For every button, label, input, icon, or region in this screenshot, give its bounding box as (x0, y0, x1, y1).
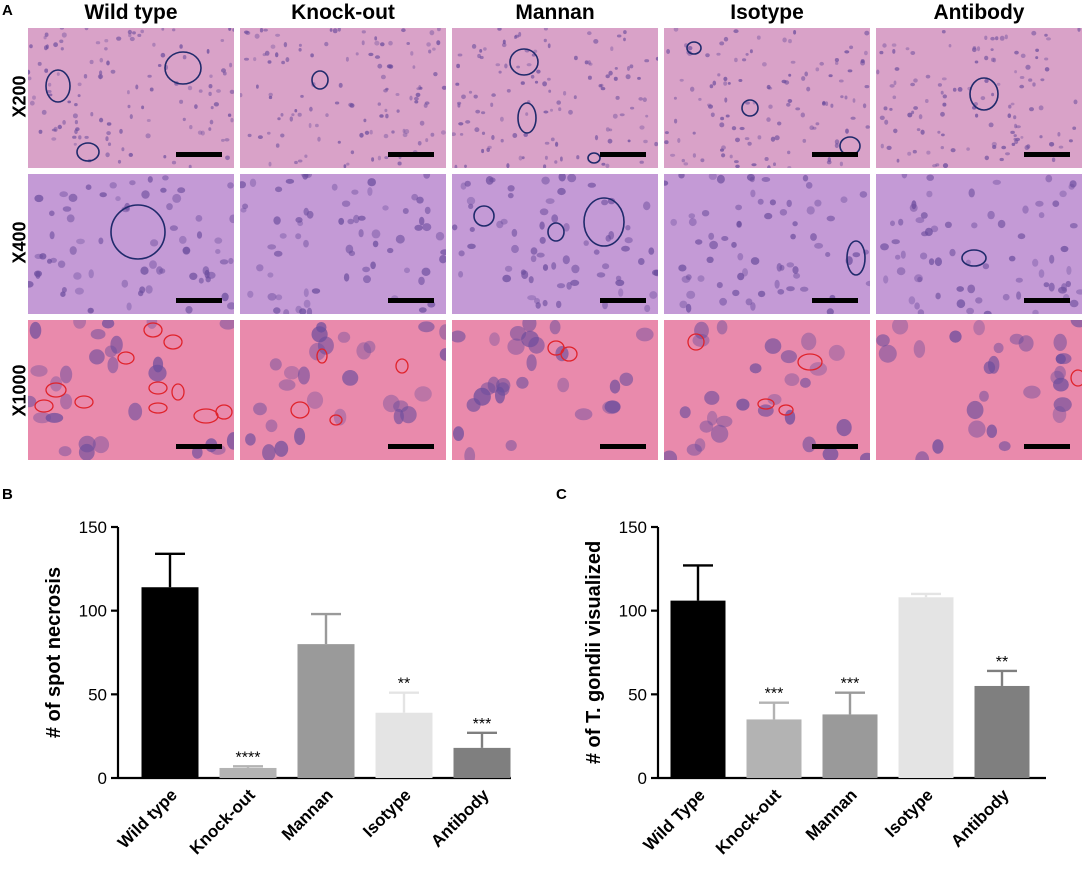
micrograph-x1000-mannan (452, 320, 658, 460)
panel-label-a: A (2, 2, 13, 19)
micrograph-x200-wild-type (28, 28, 234, 168)
chart-b-bar (297, 644, 355, 778)
chart-c-bar (898, 597, 954, 778)
chart-b-significance-label: ** (398, 676, 410, 693)
chart-c-significance-label: *** (765, 686, 784, 703)
column-header-wild-type: Wild type (84, 1, 178, 24)
chart-b-significance-label: *** (473, 716, 492, 733)
column-header-antibody: Antibody (933, 1, 1025, 24)
chart-c-bar (670, 600, 726, 778)
micrograph-x400-isotype (664, 174, 870, 314)
column-header-mannan: Mannan (515, 1, 595, 24)
chart-c-y-axis-label: # of T. gondii visualized (583, 541, 605, 764)
micrograph-x400-wild-type (28, 174, 234, 314)
chart-b-y-tick-label: 50 (88, 685, 107, 704)
micrograph-x200-antibody (876, 28, 1082, 168)
chart-c-significance-label: *** (841, 676, 860, 693)
chart-c-category-label: Knock-out (712, 785, 785, 858)
chart-c-bar (822, 714, 878, 778)
chart-c-category-label: Mannan (802, 785, 861, 844)
chart-b-significance-label: **** (236, 749, 261, 766)
chart-c-y-tick-label: 0 (638, 769, 647, 788)
chart-b-y-tick-label: 0 (98, 769, 107, 788)
micrograph-x1000-knock-out (240, 320, 446, 460)
micrograph-x1000-wild-type (28, 320, 234, 460)
chart-c-significance-label: ** (996, 654, 1008, 671)
chart-c-y-tick-label: 50 (628, 685, 647, 704)
chart-c-category-label: Antibody (947, 785, 1013, 851)
chart-b-bar (219, 767, 277, 778)
panel-label-b: B (2, 486, 13, 503)
column-header-knock-out: Knock-out (291, 1, 395, 24)
chart-b-y-tick-label: 150 (79, 518, 107, 537)
micrograph-x400-antibody (876, 174, 1082, 314)
chart-b-y-axis-label: # of spot necrosis (43, 567, 65, 738)
panel-label-c: C (556, 486, 567, 503)
chart-b-bar (375, 712, 433, 778)
chart-b-bar (141, 587, 199, 778)
chart-b-bar (453, 747, 511, 778)
chart-c-bar (974, 685, 1030, 778)
micrograph-x400-mannan (452, 174, 658, 314)
chart-c-category-label: Wild Type (640, 785, 709, 854)
micrograph-x200-knock-out (240, 28, 446, 168)
chart-c-y-tick-label: 150 (619, 518, 647, 537)
micrograph-x1000-isotype (664, 320, 870, 460)
column-header-isotype: Isotype (730, 1, 804, 24)
micrograph-x200-mannan (452, 28, 658, 168)
chart-c-bar (746, 719, 802, 778)
chart-b-y-tick-label: 100 (79, 602, 107, 621)
micrograph-x200-isotype (664, 28, 870, 168)
chart-c-y-tick-label: 100 (619, 602, 647, 621)
micrograph-x1000-antibody (876, 320, 1082, 460)
micrograph-x400-knock-out (240, 174, 446, 314)
chart-c-category-label: Isotype (881, 785, 937, 841)
